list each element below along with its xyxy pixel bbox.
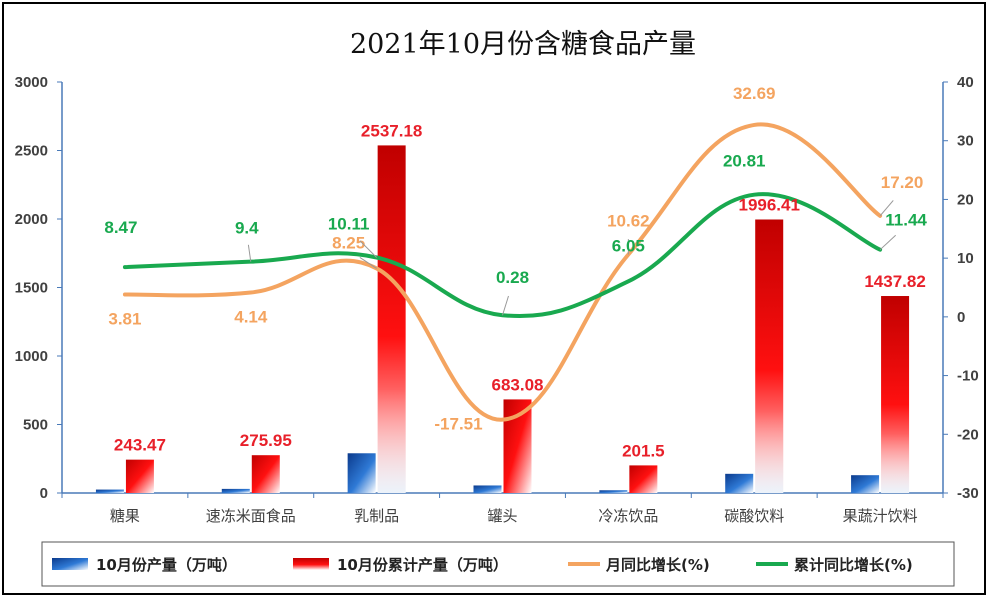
bar-monthly-output xyxy=(599,490,628,493)
chart-title: 2021年10月份含糖食品产量 xyxy=(350,29,696,60)
legend-label: 10月份累计产量（万吨） xyxy=(337,556,508,574)
y-left-tick-label: 3000 xyxy=(15,74,48,91)
y-left-tick-label: 500 xyxy=(23,417,48,434)
x-tick-label: 糖果 xyxy=(110,507,140,525)
label-leader-line xyxy=(359,240,377,258)
y-right-tick-label: 20 xyxy=(957,191,974,208)
label-leader-line xyxy=(879,234,897,251)
bar-value-label: 1996.41 xyxy=(738,195,799,214)
bar-cumulative-output xyxy=(125,459,154,493)
cumulative-yoy-label: 11.44 xyxy=(885,211,927,230)
bar-monthly-output xyxy=(347,453,376,493)
bar-value-label: 275.95 xyxy=(240,431,292,450)
axes: 0 500 1000 1500 2000 2500 3000 -30 -20 -10 0 10 20 30… xyxy=(15,74,979,525)
x-tick-label: 速冻米面食品 xyxy=(206,507,296,525)
x-tick-label: 碳酸饮料 xyxy=(724,507,784,525)
monthly-yoy-label: 3.81 xyxy=(108,309,141,328)
cumulative-yoy-label: 10.11 xyxy=(328,214,370,233)
bar-value-label: 243.47 xyxy=(114,436,166,455)
bar-monthly-output xyxy=(725,473,754,493)
x-tick-label: 罐头 xyxy=(487,507,517,525)
y-left-tick-label: 1000 xyxy=(15,348,48,365)
cumulative-yoy-label: 9.4 xyxy=(235,219,259,238)
y-right-tick-label: -10 xyxy=(957,368,979,385)
monthly-yoy-label: 32.69 xyxy=(733,84,776,103)
legend-label: 累计同比增长(%) xyxy=(794,556,913,574)
bar-monthly-output xyxy=(473,485,502,493)
bar-cumulative-fade xyxy=(377,388,406,493)
bar-monthly-output xyxy=(221,488,250,493)
y-right-tick-label: 10 xyxy=(957,250,974,267)
label-leader-line xyxy=(502,295,509,316)
monthly-yoy-label: 4.14 xyxy=(234,308,268,327)
y-left-tick-label: 1500 xyxy=(15,280,48,297)
cumulative-yoy-label: 20.81 xyxy=(723,152,766,171)
y-right-tick-label: -30 xyxy=(957,485,979,502)
legend-swatch xyxy=(293,558,329,570)
y-left-tick-label: 2000 xyxy=(15,211,48,228)
monthly-yoy-label: 8.25 xyxy=(332,233,365,252)
bar-cumulative-fade xyxy=(881,433,910,493)
label-leader-line xyxy=(247,244,252,262)
y-left-tick-label: 0 xyxy=(40,485,48,502)
label-leader-line xyxy=(879,200,894,217)
y-right-tick-label: 30 xyxy=(957,133,974,150)
legend-label: 10月份产量（万吨） xyxy=(96,556,237,574)
bar-monthly-output xyxy=(851,475,880,493)
legend: 10月份产量（万吨） 10月份累计产量（万吨） 月同比增长(%) 累计同比增长(%) xyxy=(41,541,955,587)
bar-value-label: 683.08 xyxy=(492,375,544,394)
bar-cumulative-output xyxy=(251,455,280,493)
y-right-tick-label: 0 xyxy=(957,309,965,326)
label-leader-line xyxy=(359,256,377,269)
y-right-tick-label: -20 xyxy=(957,426,979,443)
x-tick-label: 冷冻饮品 xyxy=(598,507,658,525)
x-tick-label: 果蔬汁饮料 xyxy=(843,507,918,525)
bar-value-label: 1437.82 xyxy=(864,272,925,291)
monthly-yoy-label: 10.62 xyxy=(607,212,650,231)
bars xyxy=(95,145,910,494)
cumulative-yoy-label: 6.05 xyxy=(612,236,645,255)
data-labels: 243.47 275.95 2537.18 683.08 201.5 1996.41 143… xyxy=(104,84,927,460)
x-tick-label: 乳制品 xyxy=(354,507,399,525)
legend-label: 月同比增长(%) xyxy=(605,556,710,574)
bar-cumulative-fade xyxy=(755,410,784,493)
bar-value-label: 2537.18 xyxy=(361,121,422,140)
cumulative-yoy-label: 8.47 xyxy=(104,218,137,237)
bar-monthly-output xyxy=(95,489,124,493)
monthly-yoy-label: -17.51 xyxy=(434,415,482,434)
bar-value-label: 201.5 xyxy=(622,441,665,460)
legend-box xyxy=(41,541,955,587)
legend-swatch xyxy=(52,558,88,570)
line-monthly-yoy xyxy=(122,122,883,422)
monthly-yoy-label: 17.20 xyxy=(881,173,924,192)
y-left-tick-label: 2500 xyxy=(15,143,48,160)
bar-cumulative-output xyxy=(629,465,658,493)
y-right-tick-label: 40 xyxy=(957,74,974,91)
cumulative-yoy-label: 0.28 xyxy=(496,268,529,287)
